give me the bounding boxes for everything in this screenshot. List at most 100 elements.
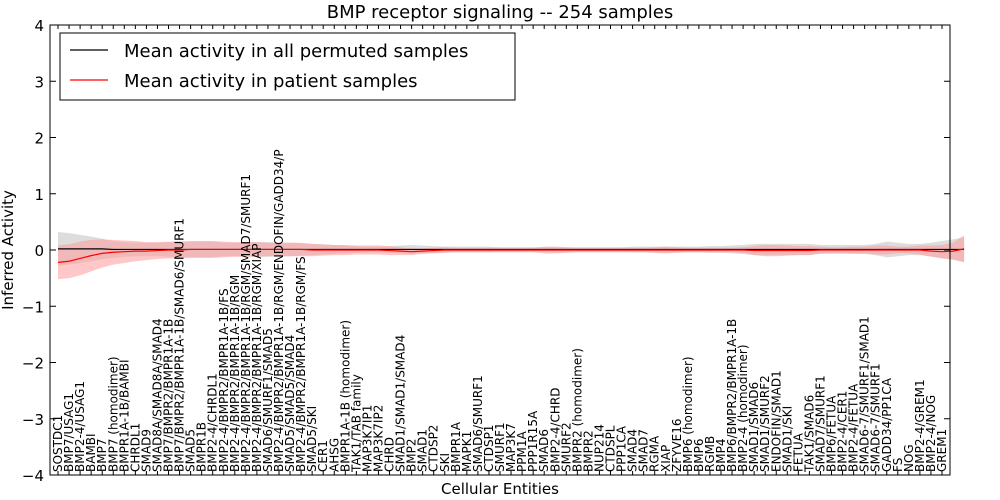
x-tick-label: PPP1CA bbox=[615, 425, 629, 472]
x-tick-label: BMP2 bbox=[405, 439, 419, 472]
band-series-1 bbox=[58, 235, 965, 280]
x-tick-label: ZFYVE16 bbox=[670, 418, 684, 472]
x-tick-label: MAPK1 bbox=[460, 431, 474, 472]
x-tick-label: SMURF1 bbox=[493, 422, 507, 472]
x-tick-label: BMP6/FETUA bbox=[825, 395, 839, 472]
x-tick-label: BMP6 bbox=[692, 439, 706, 472]
x-tick-label: TAK1/TAB family bbox=[349, 374, 363, 473]
legend-label-permuted: Mean activity in all permuted samples bbox=[124, 41, 468, 62]
x-tick-label: RGMB bbox=[703, 436, 717, 472]
x-axis-tick-labels: SOSTDC1BMP7/USAG1BMP2-4/USAG1BAMBIBMP7BM… bbox=[51, 25, 949, 475]
x-tick-label: BMP6 (homodimer) bbox=[681, 356, 695, 472]
x-tick-label: SMAD5 bbox=[184, 429, 198, 472]
x-tick-label: BMP2-4/BMPR2/BMPR1A-1B/FS bbox=[217, 288, 231, 472]
x-tick-label: RGMA bbox=[648, 435, 662, 472]
x-tick-label: ENDOFIN/SMAD1 bbox=[769, 370, 783, 472]
x-tick-label: SOSTDC1 bbox=[51, 415, 65, 472]
line-series-1 bbox=[57, 248, 965, 263]
legend-box bbox=[59, 32, 516, 101]
x-tick-label: SMAD1/SKI bbox=[780, 406, 794, 472]
x-tick-label: BMPR1A bbox=[449, 421, 463, 472]
x-tick-label: CER1 bbox=[316, 440, 330, 472]
x-tick-label: BMPR2 bbox=[581, 430, 595, 472]
x-tick-label: PPP1R15A bbox=[526, 410, 540, 472]
x-tick-label: BMPR1A-1B (homodimer) bbox=[338, 320, 352, 472]
y-tick-label: −2 bbox=[22, 355, 44, 373]
x-tick-label: MAP3K7IP1 bbox=[360, 405, 374, 472]
x-tick-label: BMP7/USAG1 bbox=[62, 393, 76, 472]
x-tick-label: FETUA bbox=[791, 432, 805, 472]
x-tick-label: BMP2-4/BMPR2/BMPR1A-1B/RGM/XIAP bbox=[250, 243, 264, 472]
x-tick-label: BMP7/BMPR2/BMPR1A-1B bbox=[162, 319, 176, 472]
x-tick-label: CTDSP2 bbox=[427, 425, 441, 472]
y-tick-label: 1 bbox=[34, 186, 44, 204]
x-tick-label: SMAD1 bbox=[416, 429, 430, 472]
x-tick-label: BMP2-4/CER1 bbox=[836, 391, 850, 472]
x-tick-label: SMAD5/SMAD5/SMAD4 bbox=[283, 335, 297, 472]
x-tick-label: SMAD6/SMURF1 bbox=[471, 375, 485, 472]
y-tick-label: 3 bbox=[34, 73, 44, 91]
x-tick-label: SMAD7/SMURF1 bbox=[813, 375, 827, 472]
y-axis-ticks: −4 −3 −2 −1 0 1 2 3 4 bbox=[22, 17, 950, 485]
x-tick-label: SMAD6-7/SMURF1 bbox=[869, 363, 883, 472]
y-tick-label: −1 bbox=[22, 298, 44, 316]
x-tick-label: CHRD bbox=[383, 437, 397, 472]
x-tick-label: NUP214 bbox=[592, 424, 606, 472]
y-axis-label: Inferred Activity bbox=[0, 190, 17, 310]
plot-frame bbox=[49, 24, 951, 476]
x-tick-label: SMAD5/SKI bbox=[305, 406, 319, 472]
x-tick-label: BMP6/BMPR2/BMPR1A-1B bbox=[725, 319, 739, 472]
x-tick-label: BMP7 bbox=[95, 439, 109, 472]
x-tick-label: MAP3K7IP2 bbox=[371, 405, 385, 472]
legend: Mean activity in all permuted samples Me… bbox=[59, 32, 516, 101]
x-tick-label: BMP2-4/FETUA bbox=[847, 383, 861, 472]
x-tick-label: GREM1 bbox=[935, 429, 949, 472]
x-tick-label: TAK1/SMAD6 bbox=[802, 395, 816, 473]
chart-title: BMP receptor signaling -- 254 samples bbox=[327, 2, 674, 23]
x-tick-label: BMP2-4/CHRD bbox=[548, 388, 562, 472]
x-tick-label: SKI bbox=[438, 453, 452, 472]
x-tick-label: BMP2-4 (homodimer) bbox=[736, 344, 750, 472]
x-tick-label: SMURF2 bbox=[559, 422, 573, 472]
x-tick-label: GADD34/PP1CA bbox=[880, 377, 894, 472]
x-tick-label: SMAD6 bbox=[537, 429, 551, 472]
x-tick-label: BMPR1A-1B/BAMBI bbox=[117, 359, 131, 472]
x-tick-label: SMAD7 bbox=[637, 429, 651, 472]
x-tick-label: BMP2-4/BMPR2/BMPR1A-1B/RGM/SMAD7/SMURF1 bbox=[239, 174, 253, 472]
y-tick-label: 2 bbox=[34, 130, 44, 148]
x-tick-label: SMAD1/SMAD1/SMAD4 bbox=[394, 335, 408, 472]
x-axis-label: Cellular Entities bbox=[441, 480, 559, 498]
x-tick-label: AHSG bbox=[327, 438, 341, 472]
x-tick-label: BMP2-4/BMPR2/BMPR1A-1B/RGM bbox=[228, 275, 242, 472]
y-tick-label: −3 bbox=[22, 411, 44, 429]
x-tick-label: BMP2-4/USAG1 bbox=[73, 381, 87, 472]
legend-label-patient: Mean activity in patient samples bbox=[124, 71, 418, 92]
y-tick-label: −4 bbox=[22, 467, 44, 485]
x-tick-label: SMAD8A/SMAD8A/SMAD4 bbox=[150, 318, 164, 472]
x-tick-label: SMAD6/SMURF1/SMAD5 bbox=[261, 328, 275, 472]
x-tick-label: BMP2-4/GREM1 bbox=[913, 379, 927, 472]
x-tick-label: BMP2-4/CHRDL1 bbox=[206, 373, 220, 472]
x-tick-label: CHRDL1 bbox=[128, 423, 142, 472]
x-tick-label: BMP7/BMPR2/BMPR1A-1B/SMAD6/SMURF1 bbox=[173, 218, 187, 472]
x-tick-label: CTDSPL bbox=[604, 425, 618, 472]
x-tick-label: BMP4 bbox=[714, 439, 728, 472]
x-tick-label: BMPR2 (homodimer) bbox=[570, 348, 584, 472]
y-tick-label: 0 bbox=[34, 242, 44, 260]
x-tick-label: BMP2-4/NOG bbox=[924, 395, 938, 472]
x-tick-label: PPM1A bbox=[515, 431, 529, 472]
y-tick-label: 4 bbox=[34, 17, 44, 35]
x-tick-label: BAMBI bbox=[84, 433, 98, 472]
x-tick-label: NOG bbox=[902, 444, 916, 472]
x-tick-label: BMP2-4/BMPR2/BMPR1A-1B/RGM/ENDOFIN/GADD3… bbox=[272, 149, 286, 472]
x-tick-label: BMP2-4/BMPR2/BMPR1A-1B/RGM/FS bbox=[294, 256, 308, 472]
x-tick-label: CTDSP1 bbox=[482, 425, 496, 472]
x-tick-label: FS bbox=[891, 458, 905, 472]
x-tick-label: SMAD9 bbox=[139, 429, 153, 472]
x-tick-label: SMAD1/SMURF2 bbox=[758, 375, 772, 472]
x-tick-label: BMP7 (homodimer) bbox=[106, 356, 120, 472]
x-tick-label: MAP3K7 bbox=[504, 423, 518, 472]
x-tick-label: SMAD6-7/SMURF1/SMAD1 bbox=[858, 316, 872, 472]
x-tick-label: BMPR1B bbox=[195, 422, 209, 472]
